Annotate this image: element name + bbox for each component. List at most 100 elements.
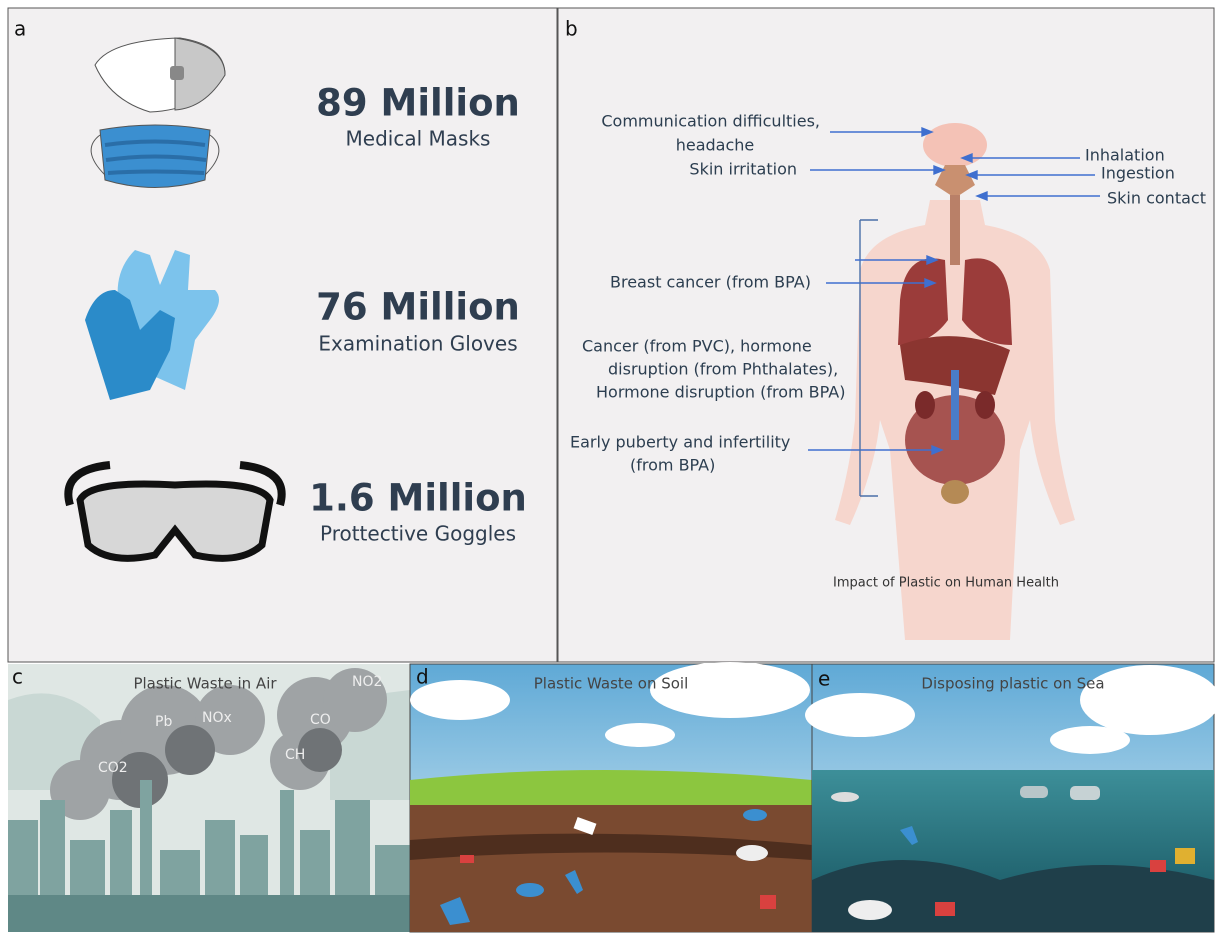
caption: Impact of Plastic on Human Health [833, 576, 1059, 591]
arrows-shape [924, 277, 937, 289]
effect-label: Hormone disruption (from BPA) [596, 383, 845, 402]
mask-icon-shape [170, 66, 184, 80]
arrows-shape [921, 126, 934, 138]
stat-value: 1.6 Million [309, 477, 527, 520]
panel-c-shape-shape [323, 668, 387, 732]
litter-shape [440, 897, 470, 925]
panel-d-shape [410, 833, 812, 860]
arrows-shape [931, 444, 944, 456]
body-shape [935, 165, 975, 198]
effect-label: Breast cancer (from BPA) [610, 273, 811, 292]
litter-shape [848, 900, 892, 920]
goggles-icon-shape [64, 461, 286, 507]
arrows-shape [975, 190, 988, 202]
panel-title: Plastic Waste on Soil [534, 675, 689, 693]
body-shape [962, 258, 1012, 345]
litter-shape [900, 826, 918, 845]
stat-name: Examination Gloves [318, 332, 517, 356]
stat-value: 89 Million [316, 82, 520, 125]
panel-d-shape [410, 805, 812, 932]
effect-label: Communication difficulties, [601, 112, 820, 131]
panel-e-shape [812, 860, 1214, 932]
mask-icon-shape [90, 134, 220, 176]
route-label: Inhalation [1085, 146, 1165, 165]
stat-value: 76 Million [316, 286, 520, 329]
stat-name: Medical Masks [346, 127, 491, 151]
panel-label: b [565, 17, 578, 41]
panel-c-shape-shape [298, 728, 342, 772]
body-shape [923, 123, 987, 167]
arrows-shape [933, 164, 946, 176]
panel-e-shape-shape [805, 693, 915, 737]
effect-label: disruption (from Phthalates), [608, 360, 838, 379]
effect-label: Cancer (from PVC), hormone [582, 337, 812, 356]
gloves-icon [85, 250, 219, 400]
litter-shape [1070, 786, 1100, 800]
panel-c-shape-shape [195, 685, 265, 755]
litter-shape [516, 883, 544, 897]
mask-icon [90, 37, 226, 188]
body-shape [898, 258, 948, 345]
gloves-icon-shape [85, 290, 175, 400]
litter-shape [1150, 860, 1166, 872]
litter-shape [743, 809, 767, 821]
body-shape [900, 336, 1010, 395]
litter [831, 786, 1195, 920]
effect-label: (from BPA) [630, 456, 715, 475]
panel-e-shape-shape [1050, 726, 1130, 754]
panel-c-shape-shape [140, 780, 152, 932]
litter-shape [565, 870, 583, 894]
stat-name: Prottective Goggles [320, 522, 516, 546]
gas-label: CH [285, 747, 305, 763]
body-shape [915, 391, 935, 419]
gas-label: CO [310, 712, 331, 728]
goggles-icon-shape [76, 480, 274, 562]
gas-label: NO2 [352, 674, 382, 690]
panel-c-shape [8, 895, 410, 932]
panel-d-shape [410, 770, 812, 810]
panel-e-shape [805, 665, 1218, 754]
arrows-shape [960, 152, 973, 164]
panel-title: Disposing plastic on Sea [921, 675, 1104, 693]
gas-label: NOx [202, 710, 232, 726]
panel-d-shape-shape [410, 680, 510, 720]
gas-label: CO2 [98, 760, 128, 776]
body-shape [950, 195, 960, 265]
litter-shape [1175, 848, 1195, 864]
panel-a: a 89 Million Medical Masks 76 Million Ex… [7, 7, 558, 663]
body-shape [975, 391, 995, 419]
body [835, 123, 1075, 640]
body-shape [951, 370, 959, 440]
litter-shape [460, 855, 474, 863]
litter-shape [831, 792, 859, 802]
panel-label: d [416, 665, 429, 689]
gas-label: Pb [155, 714, 172, 730]
litter [440, 809, 776, 925]
litter-shape [573, 816, 597, 836]
mask-icon-shape [104, 139, 207, 175]
panel-d: d Plastic Waste on Soil [409, 662, 813, 933]
panel-d-shape-shape [605, 723, 675, 747]
mask-icon-shape [174, 37, 226, 111]
arrows-shape [965, 169, 978, 181]
litter-shape [736, 845, 768, 861]
litter-shape [1020, 786, 1048, 798]
goggles-icon [64, 461, 286, 562]
panel-b: b Communication [557, 7, 1215, 663]
effect-label: Early puberty and infertility [570, 433, 790, 452]
panel-c-shape-shape [165, 725, 215, 775]
panel-d-shape-shape [650, 662, 810, 718]
route-label: Ingestion [1101, 164, 1175, 183]
litter-shape [760, 895, 776, 909]
panel-e-shape-shape [1080, 665, 1218, 735]
panel-c: c Plastic Waste in Air CO2 Pb NOx CO NO2… [8, 664, 410, 932]
panel-label: e [818, 667, 830, 691]
effect-label: headache [676, 136, 755, 155]
route-label: Skin contact [1107, 189, 1206, 208]
effect-label: Skin irritation [689, 160, 797, 179]
panel-d-shape [410, 662, 810, 747]
panel-label: c [12, 665, 23, 689]
arrows [808, 126, 1100, 497]
panel-title: Plastic Waste in Air [133, 675, 277, 693]
